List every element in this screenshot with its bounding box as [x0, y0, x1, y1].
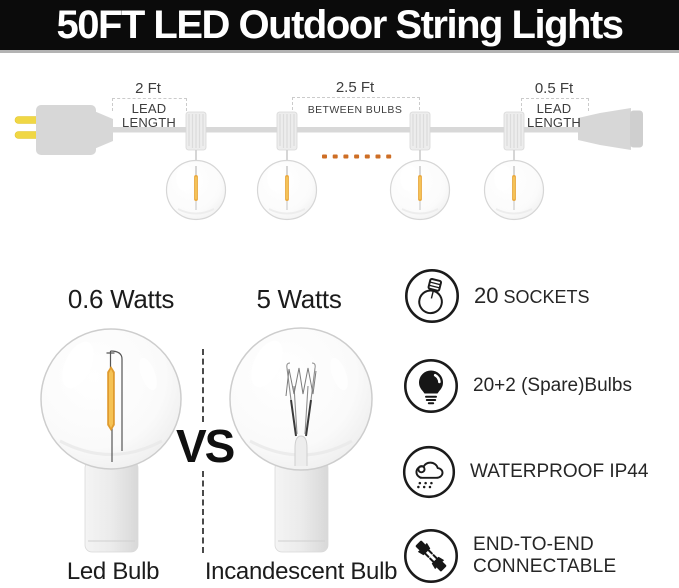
feature-sockets-label: SOCKETS — [503, 287, 590, 307]
feature-connectable-line2: CONNECTABLE — [473, 556, 617, 577]
feature-sockets: 20 SOCKETS — [403, 267, 590, 325]
measure-label-line: LEAD — [131, 101, 167, 116]
incandescent-bulb-photo — [229, 327, 373, 553]
incandescent-bulb-label: Incandescent Bulb — [204, 558, 398, 585]
end-connector — [578, 108, 643, 150]
plugs-connect-icon — [403, 528, 459, 584]
incandescent-watts: 5 Watts — [256, 284, 342, 314]
feature-connectable: END-TO-END CONNECTABLE — [402, 527, 616, 585]
banner-title: 50FT LED Outdoor String Lights — [56, 2, 624, 47]
bulb-outline-icon — [404, 268, 460, 324]
feature-connectable-line1: END-TO-END — [473, 533, 594, 555]
measure-lead-left-label: LEAD LENGTH — [104, 102, 194, 129]
feature-spare-bulbs: 20+2 (Spare)Bulbs — [402, 357, 632, 415]
measure-lead-right-label: LEAD LENGTH — [514, 102, 594, 129]
measure-lead-right-bracket — [521, 98, 589, 111]
bulb-filled-icon — [403, 358, 459, 414]
measure-between-value: 2.5 Ft — [335, 79, 375, 96]
rain-dots — [417, 481, 433, 489]
led-watts: 0.6 Watts — [67, 284, 175, 314]
led-bulb-photo — [40, 328, 182, 553]
power-plug — [14, 105, 113, 155]
comparison-divider — [202, 471, 204, 553]
measure-label-line: LENGTH — [122, 114, 176, 130]
string-wire — [110, 127, 580, 133]
cloud-rain-icon — [402, 445, 456, 499]
comparison-divider — [202, 349, 204, 422]
measure-lead-left-value: 2 Ft — [135, 80, 161, 97]
feature-spare-bulbs-text: 20+2 (Spare)Bulbs — [473, 375, 632, 396]
vs-label: VS — [176, 420, 235, 472]
measure-lead-left-bracket — [112, 98, 187, 111]
measure-lead-right-value: 0.5 Ft — [534, 80, 574, 97]
ellipsis-dots — [322, 154, 392, 159]
measure-label-line: LENGTH — [527, 114, 581, 130]
feature-sockets-text: 20 SOCKETS — [474, 283, 590, 309]
measure-label-line: LEAD — [536, 101, 572, 116]
feature-waterproof: WATERPROOF IP44 — [401, 444, 648, 500]
feature-connectable-text: END-TO-END CONNECTABLE — [473, 534, 616, 579]
led-bulb-label: Led Bulb — [66, 558, 160, 585]
banner: 50FT LED Outdoor String Lights — [0, 0, 679, 53]
measure-between-bracket — [292, 97, 420, 110]
feature-waterproof-text: WATERPROOF IP44 — [470, 461, 649, 482]
measure-between-label: BETWEEN BULBS — [307, 104, 403, 116]
feature-sockets-count: 20 — [474, 283, 499, 308]
